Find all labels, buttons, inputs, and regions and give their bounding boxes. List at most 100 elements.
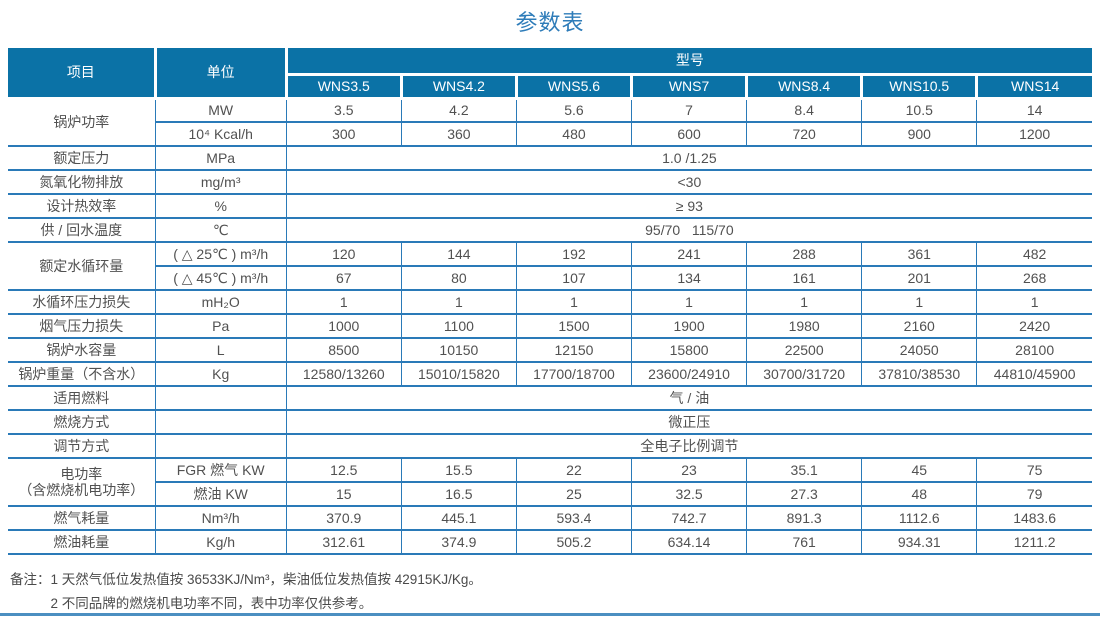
value-cell: 1980 xyxy=(746,313,863,339)
value-cell: 27.3 xyxy=(746,481,863,507)
table-row: 10⁴ Kcal/h 300 360 480 600 720 900 1200 xyxy=(8,121,1092,147)
row-label: 调节方式 xyxy=(8,433,156,459)
row-label: 适用燃料 xyxy=(8,385,156,411)
value-cell: 1 xyxy=(631,289,748,315)
value-cell: 12.5 xyxy=(285,457,402,483)
param-table-body: 锅炉功率 MW 3.5 4.2 5.6 7 8.4 10.5 14 10⁴ Kcal/h 300 36… xyxy=(8,98,1092,555)
page-title: 参数表 xyxy=(515,10,585,35)
row-label: 氮氧化物排放 xyxy=(8,169,156,195)
value-cell: 201 xyxy=(861,265,978,291)
header-model-group: 型号 xyxy=(284,48,1092,76)
value-cell: 44810/45900 xyxy=(976,361,1092,387)
value-cell: 24050 xyxy=(861,337,978,363)
value-cell: 10.5 xyxy=(861,98,978,123)
value-cell: 482 xyxy=(976,241,1092,267)
value-cell: 1200 xyxy=(976,121,1092,147)
value-cell: 1500 xyxy=(515,313,633,339)
table-row: 调节方式 全电子比例调节 xyxy=(8,433,1092,459)
row-label: 设计热效率 xyxy=(8,193,156,219)
parameters-table: 项目 单位 型号 WNS3.5 WNS4.2 WNS5.6 WNS7 WNS8.… xyxy=(8,48,1092,555)
header-row-group: 项目 单位 型号 xyxy=(8,48,1092,100)
value-cell: 134 xyxy=(631,265,748,291)
value-cell: 374.9 xyxy=(400,529,517,555)
value-cell: 16.5 xyxy=(400,481,517,507)
unit-cell: 10⁴ Kcal/h xyxy=(155,121,287,147)
table-row: 水循环压力损失 mH₂O 1 1 1 1 1 1 1 xyxy=(8,289,1092,315)
table-row: 额定水循环量( △ 25℃ ) m³/h 120 144 192 241 288 361 48… xyxy=(8,241,1092,291)
unit-cell xyxy=(154,409,287,435)
unit-cell: Kg xyxy=(154,361,287,387)
value-cell-merged: 全电子比例调节 xyxy=(285,433,1092,459)
header-model: WNS4.2 xyxy=(399,74,518,100)
table-row: 锅炉水容量 L 8500 10150 12150 15800 22500 24050 28100 xyxy=(8,337,1092,363)
table-row: 锅炉功率 MW 3.5 4.2 5.6 7 8.4 10.5 14 xyxy=(8,98,1092,147)
row-label: 锅炉功率 xyxy=(8,98,156,147)
unit-cell: Pa xyxy=(154,313,287,339)
value-cell: 15.5 xyxy=(400,457,517,483)
value-cell-merged: ≥ 93 xyxy=(285,193,1092,219)
value-cell: 593.4 xyxy=(515,505,633,531)
notes-lines: 1 天然气低位发热值按 36533KJ/Nm³，柴油低位发热值按 42915KJ… xyxy=(51,568,482,616)
note-line: 1 天然气低位发热值按 36533KJ/Nm³，柴油低位发热值按 42915KJ… xyxy=(50,572,482,587)
value-cell: 1211.2 xyxy=(976,529,1092,555)
value-cell-merged: 微正压 xyxy=(285,409,1092,435)
table-row: 设计热效率% ≥ 93 xyxy=(8,193,1092,219)
value-cell: 1483.6 xyxy=(976,505,1092,531)
value-cell: 934.31 xyxy=(861,529,978,555)
value-cell-merged: 1.0 /1.25 xyxy=(285,145,1092,171)
value-cell: 4.2 xyxy=(400,98,517,123)
value-cell: 8.4 xyxy=(746,98,863,123)
row-label: 锅炉水容量 xyxy=(8,337,156,363)
unit-cell: MPa xyxy=(154,145,287,171)
row-label: 电功率 （含燃烧机电功率） xyxy=(8,457,156,507)
value-cell: 161 xyxy=(746,265,863,291)
value-cell: 445.1 xyxy=(400,505,517,531)
value-cell: 241 xyxy=(631,241,748,267)
value-cell: 1 xyxy=(400,289,517,315)
value-cell: 79 xyxy=(976,481,1092,507)
value-cell: 15800 xyxy=(631,337,748,363)
header-model: WNS10.5 xyxy=(860,74,979,100)
unit-cell: Kg/h xyxy=(154,529,287,555)
header-model: WNS7 xyxy=(630,74,749,100)
value-cell: 2160 xyxy=(861,313,978,339)
value-cell: 67 xyxy=(285,265,402,291)
table-row: 供 / 回水温度 ℃ 95/70 115/70 xyxy=(8,217,1092,243)
header-model: WNS14 xyxy=(975,74,1092,100)
value-cell: 1 xyxy=(861,289,978,315)
value-cell: 2420 xyxy=(976,313,1092,339)
unit-cell: ( △ 25℃ ) m³/h xyxy=(154,241,287,267)
note-line: 2 不同品牌的燃烧机电功率不同，表中功率仅供参考。 xyxy=(50,596,373,611)
value-cell: 32.5 xyxy=(631,481,748,507)
header-model: WNS3.5 xyxy=(286,74,403,100)
table-row: 燃烧方式 微正压 xyxy=(8,409,1092,435)
value-cell: 14 xyxy=(976,98,1092,123)
value-cell: 300 xyxy=(285,121,402,147)
value-cell: 23600/24910 xyxy=(631,361,748,387)
unit-cell: % xyxy=(154,193,287,219)
value-cell: 742.7 xyxy=(631,505,748,531)
notes-label: 备注： xyxy=(10,572,51,587)
header-item: 项目 xyxy=(8,48,157,100)
value-cell: 1 xyxy=(746,289,863,315)
unit-cell xyxy=(154,433,287,459)
bottom-divider xyxy=(0,613,1100,616)
value-cell: 761 xyxy=(746,529,863,555)
row-label: 燃油耗量 xyxy=(8,529,156,555)
value-cell: 891.3 xyxy=(746,505,863,531)
value-cell: 1 xyxy=(515,289,633,315)
value-cell: 5.6 xyxy=(515,98,633,123)
value-cell: 80 xyxy=(400,265,517,291)
value-cell: 17700/18700 xyxy=(515,361,633,387)
unit-cell: FGR 燃气 KW xyxy=(154,457,287,483)
row-label: 水循环压力损失 xyxy=(8,289,156,315)
value-cell: 22500 xyxy=(746,337,863,363)
value-cell: 30700/31720 xyxy=(746,361,863,387)
value-cell: 35.1 xyxy=(746,457,863,483)
value-cell: 312.61 xyxy=(285,529,402,555)
table-row: 适用燃料 气 / 油 xyxy=(8,385,1092,411)
value-cell: 15010/15820 xyxy=(400,361,517,387)
table-row: 燃气耗量 Nm³/h 370.9 445.1 593.4 742.7 891.3 1112.6… xyxy=(8,505,1092,531)
value-cell: 12580/13260 xyxy=(285,361,402,387)
unit-cell xyxy=(154,385,287,411)
